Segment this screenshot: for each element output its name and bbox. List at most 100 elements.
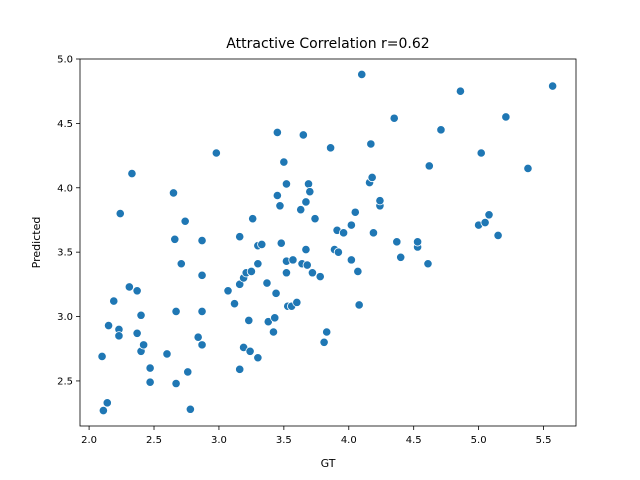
- data-point-20: [171, 306, 181, 316]
- y-tick-label: 3.5: [57, 248, 73, 259]
- y-tick-label: 4.5: [57, 119, 73, 130]
- data-point-9: [127, 169, 137, 179]
- data-point-72: [305, 187, 315, 197]
- data-point-74: [310, 214, 320, 224]
- data-point-53: [272, 190, 282, 201]
- data-point-15: [145, 363, 155, 373]
- data-point-63: [288, 255, 298, 265]
- data-point-40: [244, 315, 254, 326]
- data-point-91: [367, 172, 377, 183]
- data-point-29: [197, 306, 207, 316]
- data-point-100: [423, 259, 433, 269]
- data-point-71: [303, 179, 314, 189]
- data-point-52: [271, 288, 281, 298]
- plot-area-frame: [79, 58, 577, 427]
- data-point-82: [338, 228, 349, 238]
- data-point-28: [197, 270, 207, 280]
- data-point-10: [132, 286, 142, 296]
- data-point-57: [279, 157, 289, 167]
- data-point-101: [424, 161, 434, 171]
- x-tick-label: 4.0: [341, 435, 357, 446]
- data-point-110: [523, 163, 533, 174]
- data-points: [97, 69, 558, 416]
- data-point-27: [197, 235, 207, 246]
- data-point-60: [281, 268, 292, 278]
- data-point-70: [302, 260, 312, 270]
- data-point-19: [170, 234, 180, 244]
- y-axis: 2.5 3.0 3.5 4.0 4.5 5.0: [57, 55, 80, 387]
- x-tick-label: 5.5: [536, 435, 552, 446]
- data-point-76: [319, 337, 329, 347]
- data-point-81: [333, 247, 343, 257]
- data-point-1: [98, 405, 108, 416]
- data-point-17: [162, 349, 172, 359]
- x-axis: 2.0 2.5 3.0 3.5 4.0 4.5 5.0 5.5: [81, 426, 551, 446]
- data-point-21: [171, 378, 181, 389]
- x-tick-label: 3.0: [211, 435, 227, 446]
- data-point-68: [301, 197, 311, 207]
- data-point-34: [235, 232, 245, 242]
- data-point-92: [368, 228, 379, 238]
- data-point-47: [257, 239, 267, 250]
- data-point-64: [292, 297, 302, 307]
- data-point-55: [275, 201, 285, 211]
- x-tick-label: 3.5: [276, 435, 292, 446]
- data-point-6: [114, 331, 124, 341]
- y-tick-label: 4.0: [57, 183, 73, 194]
- data-point-103: [455, 86, 466, 96]
- data-point-84: [346, 220, 356, 230]
- data-point-25: [185, 404, 195, 414]
- data-point-65: [296, 205, 306, 215]
- data-point-26: [193, 332, 203, 342]
- data-point-67: [298, 130, 308, 140]
- data-point-48: [262, 278, 272, 288]
- data-point-73: [307, 268, 318, 278]
- data-point-33: [229, 299, 240, 309]
- data-point-41: [245, 346, 255, 356]
- data-point-75: [315, 272, 325, 282]
- x-axis-label: GT: [321, 457, 336, 470]
- data-point-83: [346, 255, 356, 265]
- data-point-77: [322, 327, 332, 337]
- data-point-2: [102, 398, 112, 408]
- data-point-7: [115, 208, 125, 219]
- data-point-32: [223, 286, 233, 296]
- data-point-107: [484, 210, 494, 220]
- x-tick-label: 4.5: [406, 435, 422, 446]
- chart-title: Attractive Correlation r=0.62: [226, 36, 429, 52]
- data-point-18: [168, 188, 179, 198]
- data-point-36: [235, 364, 245, 374]
- data-point-78: [325, 143, 336, 153]
- data-point-30: [197, 340, 207, 350]
- data-point-50: [268, 327, 279, 337]
- data-point-94: [375, 196, 385, 206]
- data-point-16: [145, 377, 155, 387]
- data-point-111: [548, 81, 558, 91]
- data-point-102: [436, 125, 446, 135]
- data-point-42: [246, 266, 256, 277]
- data-point-23: [180, 216, 190, 226]
- data-point-22: [176, 259, 186, 269]
- data-point-8: [124, 282, 134, 292]
- data-point-12: [136, 310, 146, 320]
- x-tick-label: 2.0: [81, 435, 97, 446]
- data-point-106: [480, 217, 490, 228]
- data-point-31: [211, 148, 221, 158]
- data-point-90: [366, 139, 376, 149]
- data-point-105: [476, 148, 486, 158]
- data-point-11: [132, 328, 142, 338]
- data-point-14: [139, 340, 149, 350]
- data-point-0: [97, 351, 107, 362]
- data-point-58: [281, 179, 292, 189]
- data-point-87: [354, 300, 364, 310]
- data-point-96: [392, 237, 402, 247]
- data-point-54: [272, 127, 282, 137]
- data-point-85: [350, 207, 360, 217]
- y-tick-label: 2.5: [57, 376, 73, 387]
- data-point-88: [357, 69, 367, 80]
- data-point-45: [253, 259, 263, 269]
- data-point-46: [253, 353, 263, 363]
- data-point-4: [109, 296, 119, 306]
- y-tick-label: 5.0: [57, 55, 73, 66]
